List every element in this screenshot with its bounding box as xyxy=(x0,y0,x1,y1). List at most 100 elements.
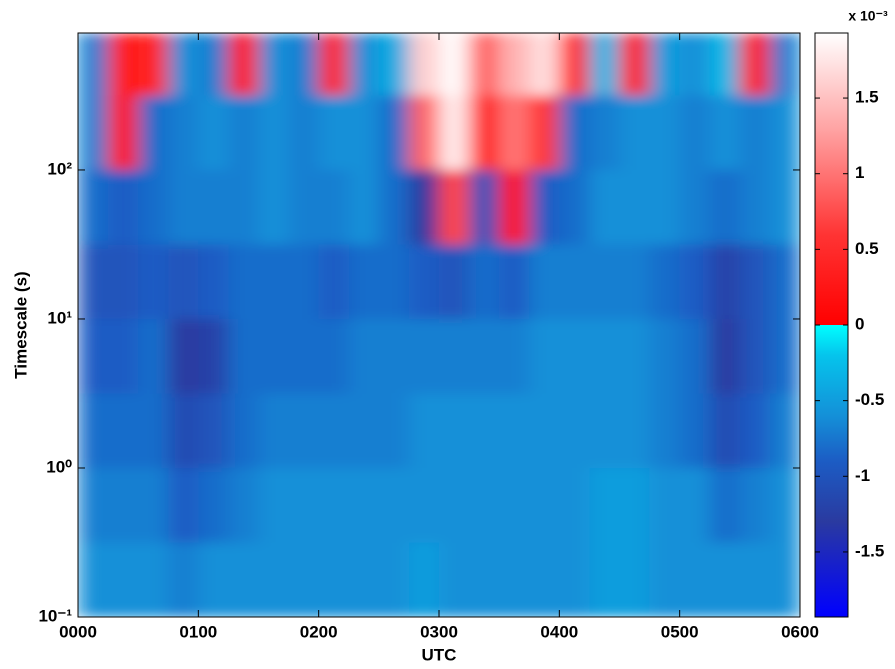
heat-cell xyxy=(680,95,711,170)
heat-cell xyxy=(379,245,410,320)
heat-cell xyxy=(78,33,109,96)
x-tick-label: 0100 xyxy=(179,622,217,641)
heat-cell xyxy=(620,468,651,543)
heat-cell xyxy=(259,468,290,543)
heat-cell xyxy=(108,245,139,320)
heat-cell xyxy=(589,468,620,543)
heat-cell xyxy=(78,170,109,245)
heat-cell xyxy=(349,33,380,96)
heat-cell xyxy=(108,170,139,245)
x-tick-label: 0600 xyxy=(781,622,819,641)
heat-cell xyxy=(770,245,801,320)
heat-cell xyxy=(710,170,741,245)
heat-cell xyxy=(620,245,651,320)
heat-cell xyxy=(379,33,410,96)
heat-cell xyxy=(319,468,350,543)
heat-cell xyxy=(499,245,530,320)
y-tick-label: 10¹ xyxy=(47,308,72,327)
heat-cell xyxy=(138,543,169,618)
heat-cell xyxy=(198,468,229,543)
heat-cell xyxy=(138,319,169,394)
heat-cell xyxy=(198,543,229,618)
y-tick-label: 10² xyxy=(47,159,72,178)
y-tick-label: 10⁻¹ xyxy=(38,606,72,625)
heat-cell xyxy=(469,543,500,618)
heat-cell xyxy=(469,394,500,469)
heat-cell xyxy=(740,543,771,618)
heat-cell xyxy=(289,543,320,618)
heat-cell xyxy=(198,33,229,96)
heat-cell xyxy=(499,170,530,245)
heat-cell xyxy=(499,394,530,469)
heat-cell xyxy=(559,543,590,618)
heat-cell xyxy=(680,170,711,245)
colorbar-tick-label: -0.5 xyxy=(855,390,884,409)
heat-cell xyxy=(620,394,651,469)
heat-cell xyxy=(559,170,590,245)
heat-cell xyxy=(349,394,380,469)
heat-cell xyxy=(499,543,530,618)
heat-cell xyxy=(409,319,440,394)
heat-cell xyxy=(349,170,380,245)
heat-cell xyxy=(559,95,590,170)
colorbar-tick-label: 0 xyxy=(855,314,864,333)
heat-cell xyxy=(409,394,440,469)
heat-cell xyxy=(469,95,500,170)
heat-cell xyxy=(770,33,801,96)
heat-cell xyxy=(259,95,290,170)
heat-cell xyxy=(469,319,500,394)
heat-cell xyxy=(680,394,711,469)
heat-cell xyxy=(499,468,530,543)
heat-cell xyxy=(259,543,290,618)
colorbar-tick-label: 0.5 xyxy=(855,239,879,258)
heat-cell xyxy=(680,543,711,618)
heat-cell xyxy=(529,95,560,170)
y-tick-label: 10⁰ xyxy=(46,457,72,476)
heat-cell xyxy=(228,543,259,618)
heat-cell xyxy=(289,170,320,245)
heat-cell xyxy=(349,319,380,394)
heat-cell xyxy=(108,33,139,96)
heat-cell xyxy=(78,245,109,320)
heat-cell xyxy=(469,170,500,245)
heat-cell xyxy=(710,394,741,469)
heat-cell xyxy=(138,394,169,469)
heat-cell xyxy=(289,245,320,320)
heat-cell xyxy=(680,319,711,394)
heat-cell xyxy=(469,245,500,320)
heat-cell xyxy=(319,319,350,394)
heat-cell xyxy=(710,319,741,394)
colorbar-tick-label: -1 xyxy=(855,466,870,485)
x-axis-label: UTC xyxy=(422,645,457,664)
heat-cell xyxy=(589,95,620,170)
heat-cell xyxy=(168,394,199,469)
x-tick-label: 0300 xyxy=(420,622,458,641)
heat-cell xyxy=(499,33,530,96)
x-tick-label: 0400 xyxy=(540,622,578,641)
heat-cell xyxy=(168,170,199,245)
heat-cell xyxy=(108,394,139,469)
heat-cell xyxy=(138,170,169,245)
heat-cell xyxy=(559,394,590,469)
heat-cell xyxy=(168,245,199,320)
heat-cell xyxy=(228,394,259,469)
heat-cell xyxy=(529,245,560,320)
heat-cell xyxy=(529,170,560,245)
heat-cell xyxy=(589,33,620,96)
heat-cell xyxy=(138,95,169,170)
heat-cell xyxy=(198,170,229,245)
heat-cell xyxy=(589,394,620,469)
heat-cell xyxy=(770,468,801,543)
heat-cell xyxy=(650,245,681,320)
heat-cell xyxy=(319,33,350,96)
heat-cell xyxy=(559,33,590,96)
heat-cell xyxy=(198,245,229,320)
heat-cell xyxy=(740,394,771,469)
heat-cell xyxy=(589,245,620,320)
heat-cell xyxy=(650,33,681,96)
heat-cell xyxy=(319,170,350,245)
heat-cell xyxy=(650,468,681,543)
heat-cell xyxy=(439,543,470,618)
heat-cell xyxy=(439,394,470,469)
heat-cell xyxy=(499,319,530,394)
